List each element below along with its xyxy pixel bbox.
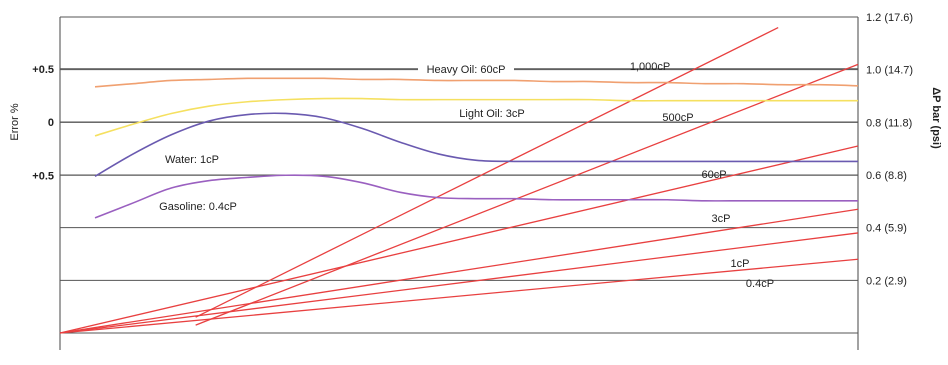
- error-curve: [94, 112, 858, 178]
- right-tick-label: 0.2 (2.9): [866, 275, 907, 287]
- right-axis-label: ΔP bar (psi): [930, 87, 942, 149]
- left-tick-label: +0.5: [32, 64, 54, 76]
- error-curve: [94, 77, 859, 88]
- dp-line: [195, 26, 779, 318]
- error-series-label: Water: 1cP: [165, 154, 219, 166]
- left-tick-label: +0.5: [32, 170, 54, 182]
- dp-line: [59, 145, 859, 334]
- dp-series-label: 60cP: [701, 169, 726, 181]
- series-labels: Heavy Oil: 60cP Light Oil: 3cP Water: 1cP G…: [159, 61, 774, 290]
- dp-series-label: 500cP: [662, 112, 693, 124]
- label-background: [444, 107, 540, 120]
- right-tick-label: 0.6 (8.8): [866, 170, 907, 182]
- tick-labels: +0.5 0 +0.5 1.2 (17.6) 1.0 (14.7) 0.8 (11.8) 0…: [32, 12, 913, 287]
- dp-series-label: 3cP: [712, 213, 731, 225]
- right-tick-label: 1.2 (17.6): [866, 12, 913, 24]
- error-series-label: Gasoline: 0.4cP: [159, 201, 237, 213]
- error-series-label: Heavy Oil: 60cP: [427, 64, 506, 76]
- dp-line: [59, 258, 859, 334]
- dp-series-label: 1,000cP: [630, 61, 670, 73]
- left-axis-label: Error %: [9, 103, 21, 141]
- left-tick-label: 0: [48, 117, 54, 129]
- error-series-label: Light Oil: 3cP: [459, 108, 524, 120]
- right-tick-label: 0.4 (5.9): [866, 223, 907, 235]
- dp-series-label: 0.4cP: [746, 278, 774, 290]
- error-curve: [94, 174, 858, 219]
- dp-series-label: 1cP: [731, 258, 750, 270]
- dp-line: [195, 63, 859, 326]
- label-background: [418, 63, 514, 76]
- error-curve: [94, 97, 858, 137]
- right-tick-label: 0.8 (11.8): [866, 117, 912, 129]
- right-tick-label: 1.0 (14.7): [866, 65, 913, 77]
- dp-line: [59, 232, 859, 334]
- dp-line: [59, 208, 859, 334]
- series: [59, 26, 859, 334]
